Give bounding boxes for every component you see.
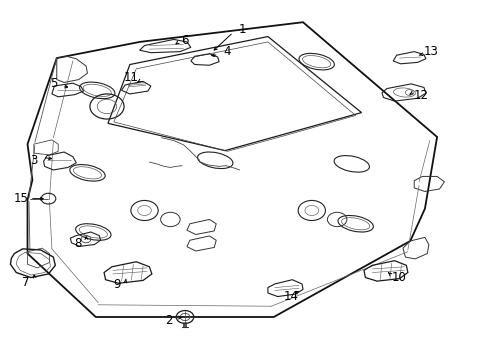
Text: 2: 2 [165,314,172,327]
Text: 3: 3 [30,154,38,167]
Text: 4: 4 [223,45,231,58]
Text: 10: 10 [391,271,406,284]
Text: 6: 6 [181,34,188,48]
Text: 13: 13 [423,45,437,58]
Text: 15: 15 [14,192,29,205]
Text: 5: 5 [50,77,57,90]
Text: 14: 14 [283,290,298,303]
Text: 8: 8 [74,237,81,250]
Text: 9: 9 [113,278,120,291]
Text: 11: 11 [123,71,139,84]
Text: 7: 7 [22,276,30,289]
Text: 12: 12 [413,89,427,102]
Text: 1: 1 [238,23,245,36]
